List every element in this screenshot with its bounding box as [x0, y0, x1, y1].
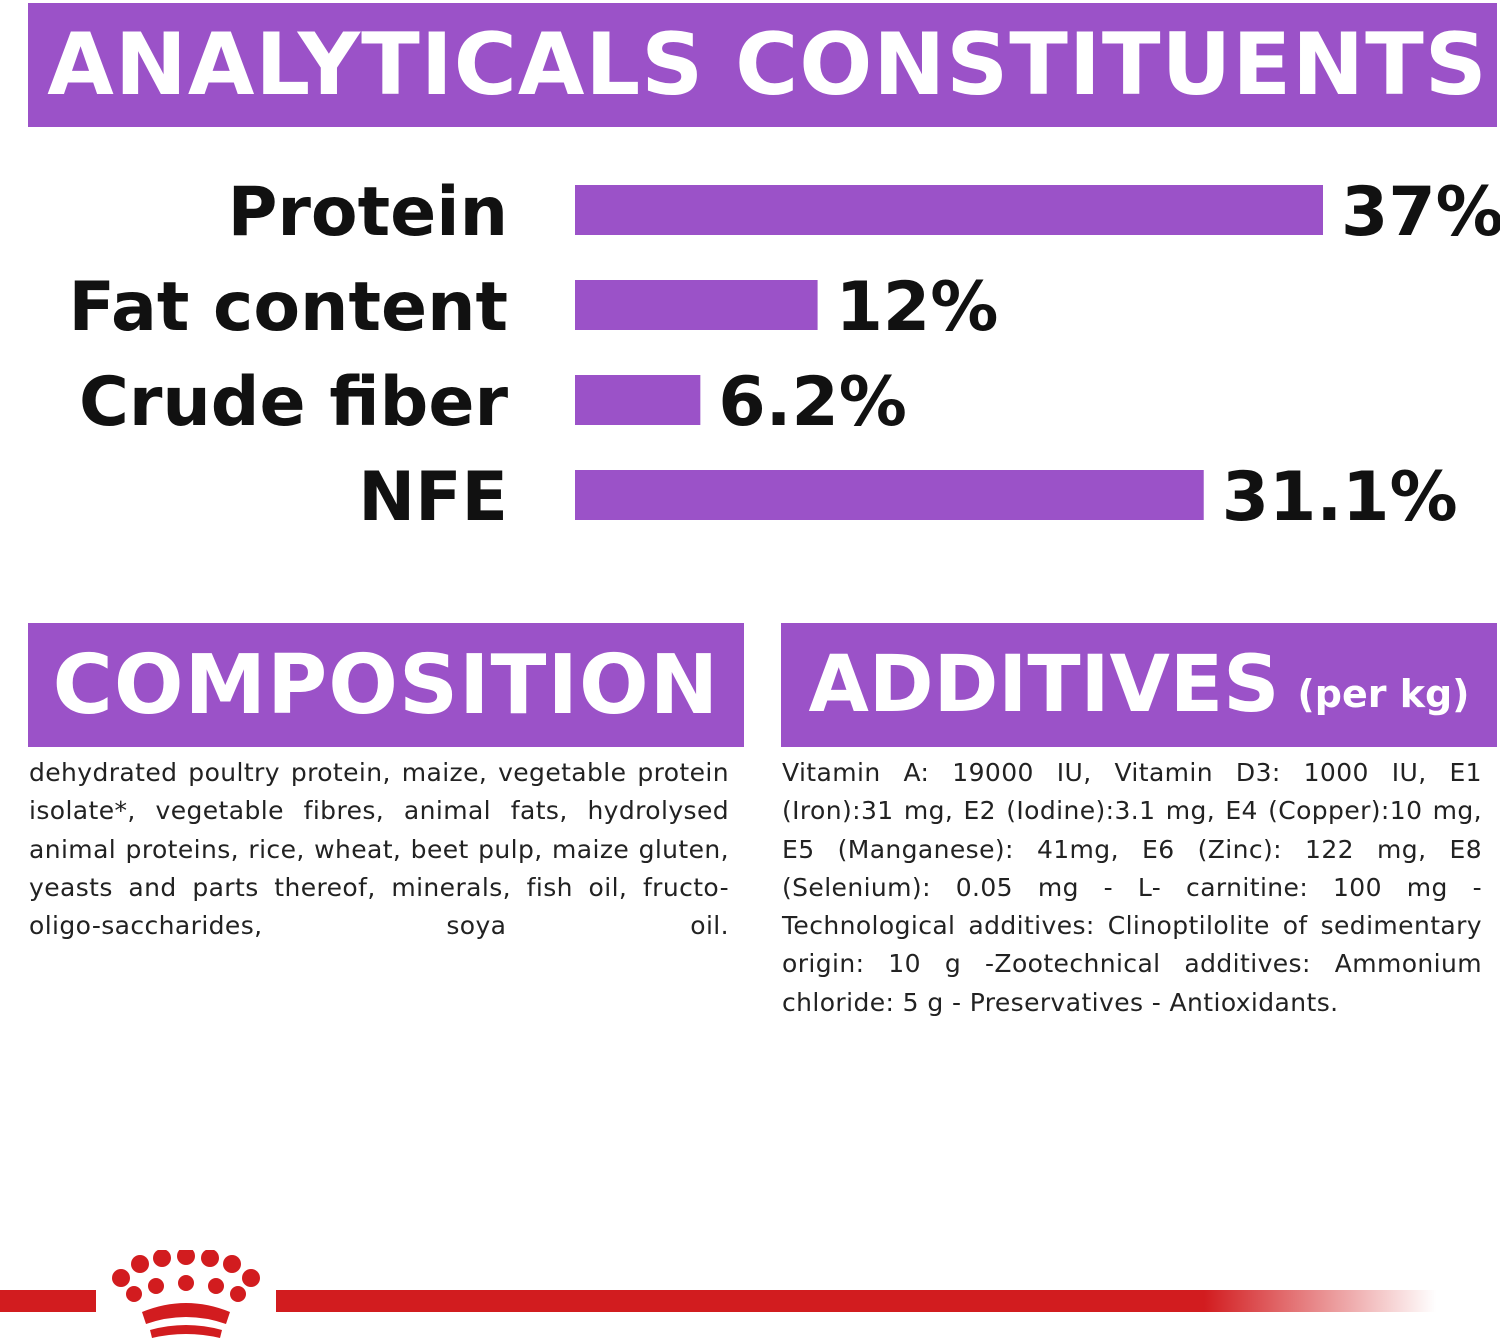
- analytical-constituents-heading: ANALYTICALS CONSTITUENTS: [28, 3, 1497, 127]
- additives-unit: (per kg): [1297, 672, 1470, 716]
- value-label-fat-content: 12%: [836, 268, 999, 347]
- value-label-nfe: 31.1%: [1222, 458, 1458, 537]
- additives-title: ADDITIVES: [808, 640, 1280, 730]
- composition-heading: COMPOSITION: [28, 623, 744, 747]
- value-label-protein: 37%: [1341, 173, 1500, 252]
- composition-text: dehydrated poultry protein, maize, veget…: [29, 758, 729, 941]
- composition-title: COMPOSITION: [52, 637, 720, 733]
- category-label-crude-fiber: Crude fiber: [79, 363, 509, 442]
- additives-heading: ADDITIVES (per kg): [781, 623, 1497, 747]
- bar-protein: [575, 185, 1323, 235]
- nutrient-bar-chart: Protein 37% Fat content 12% Crude fiber 6.2% N…: [68, 173, 1500, 537]
- category-label-nfe: NFE: [358, 458, 508, 537]
- category-label-fat-content: Fat content: [68, 268, 508, 347]
- bar-fat-content: [575, 280, 818, 330]
- analytical-constituents-title: ANALYTICALS CONSTITUENTS: [47, 15, 1488, 115]
- bar-crude-fiber: [575, 375, 701, 425]
- category-label-protein: Protein: [228, 173, 508, 252]
- value-label-crude-fiber: 6.2%: [718, 363, 907, 442]
- footer-line-right: [276, 1290, 1436, 1312]
- bar-nfe: [575, 470, 1204, 520]
- footer-line-left: [0, 1290, 96, 1312]
- crown-icon: [112, 1250, 260, 1338]
- additives-text: Vitamin A: 19000 IU, Vitamin D3: 1000 IU…: [782, 758, 1482, 1017]
